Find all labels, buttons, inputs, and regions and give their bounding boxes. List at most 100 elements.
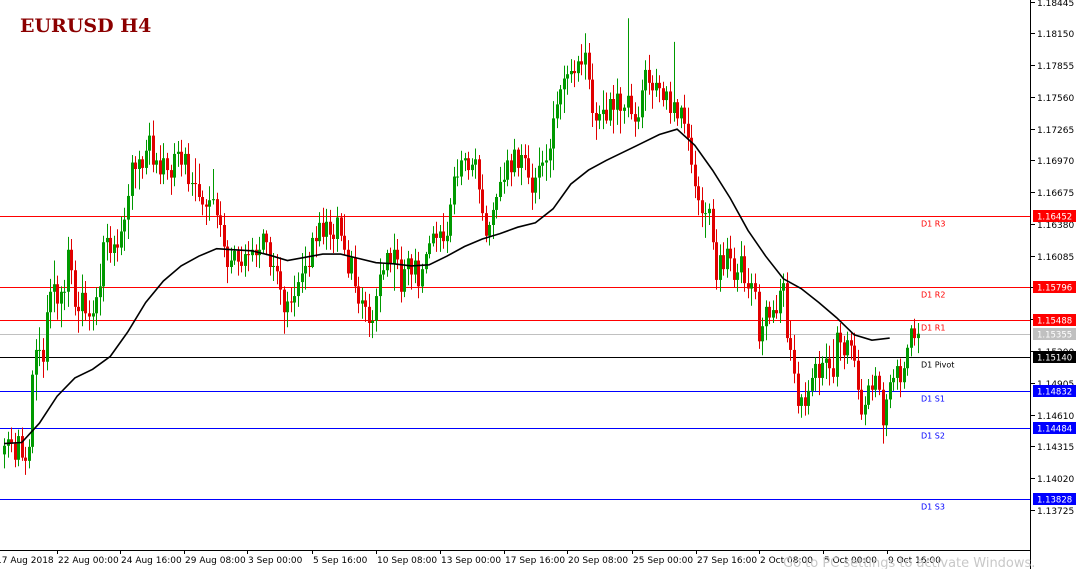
candle [740, 241, 743, 284]
candle-body [77, 306, 80, 312]
x-tick-label: 2 Oct 08:00 [760, 556, 813, 566]
candle-body [878, 375, 881, 390]
candle-body [474, 159, 477, 165]
candle [389, 247, 392, 273]
y-tick-label: 1.14610 [1037, 412, 1074, 422]
candle [634, 102, 637, 137]
candle [534, 167, 537, 204]
candle-body [882, 389, 885, 426]
candle-body [456, 176, 459, 178]
candle [662, 81, 665, 107]
candle-body [839, 332, 842, 343]
candle [478, 155, 481, 204]
candle-body [821, 362, 824, 378]
y-tick-label: 1.16085 [1037, 253, 1074, 263]
level-label-0: D1 R3 [921, 220, 945, 229]
candle-body [903, 368, 906, 383]
candle-body [662, 88, 665, 101]
candle-body [545, 160, 548, 163]
candle-body [301, 273, 304, 283]
y-tick-label: 1.13725 [1037, 507, 1074, 517]
candle-body [308, 265, 311, 267]
candle-body [811, 377, 814, 391]
candle [821, 356, 824, 386]
candle [375, 288, 378, 332]
candle-body [896, 366, 899, 378]
candle [400, 246, 403, 303]
candle-body [860, 389, 863, 415]
candle [446, 221, 449, 253]
candle-body [240, 261, 243, 266]
candle [56, 275, 59, 320]
candle-body [38, 349, 41, 351]
candle-body [506, 160, 509, 180]
candle [743, 245, 746, 292]
candle [421, 263, 424, 293]
candle [704, 202, 707, 238]
y-tick-label: 1.17855 [1037, 62, 1074, 72]
candle-body [166, 158, 169, 171]
candle-body [850, 340, 853, 346]
candle [648, 54, 651, 95]
candle [63, 279, 66, 311]
candle [290, 287, 293, 313]
candle [166, 152, 169, 180]
candle [311, 232, 314, 269]
candle-body [722, 255, 725, 270]
candle [772, 300, 775, 323]
candle-body [701, 200, 704, 214]
candle-body [60, 291, 63, 304]
candle-body [853, 345, 856, 361]
candle [276, 254, 279, 285]
candle [761, 317, 764, 356]
candlesticks [3, 18, 920, 475]
candle [651, 75, 654, 109]
candle [95, 287, 98, 326]
candle [84, 281, 87, 321]
candle-body [336, 217, 339, 239]
candle [453, 166, 456, 215]
candle-body [729, 248, 732, 259]
candle-body [262, 233, 265, 250]
candle [789, 320, 792, 361]
level-price-tag-5: 1.14484 [1037, 425, 1072, 435]
candle-body [804, 397, 807, 406]
candle [456, 159, 459, 187]
candle [906, 344, 909, 376]
candle-body [630, 95, 633, 115]
candle-body [70, 249, 73, 271]
candle-body [386, 253, 389, 271]
candle-body [414, 260, 417, 275]
candle [665, 86, 668, 110]
candle-body [442, 231, 445, 242]
candle-body [148, 135, 151, 151]
candle [573, 60, 576, 88]
candle [123, 207, 126, 251]
candle [726, 237, 729, 278]
candle-body [754, 283, 757, 292]
candle-body [81, 292, 84, 312]
candle-body [673, 102, 676, 113]
candle-body [304, 265, 307, 274]
candle-body [340, 217, 343, 236]
candle-body [244, 254, 247, 266]
candle [35, 339, 38, 401]
candle-body [697, 186, 700, 201]
candle-body [743, 256, 746, 284]
candle [577, 55, 580, 82]
y-tick-label: 1.16675 [1037, 189, 1074, 199]
level-price-tag-1-box [1033, 281, 1076, 293]
candle-body [541, 162, 544, 166]
candle [867, 379, 870, 410]
level-label-6: D1 S3 [921, 503, 945, 512]
candle [747, 268, 750, 299]
candle [758, 284, 761, 349]
candle-body [517, 149, 520, 168]
candle-body [53, 284, 56, 292]
candle-body [733, 258, 736, 280]
candle-body [251, 249, 254, 256]
candle [818, 351, 821, 396]
level-price-tag-4-box [1033, 385, 1076, 397]
